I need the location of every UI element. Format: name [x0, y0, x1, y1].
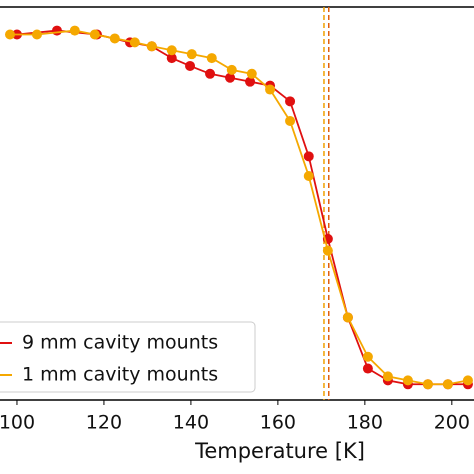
point	[69, 25, 80, 36]
legend-label: 1 mm cavity mounts	[22, 364, 218, 386]
x-tick-label: 100	[0, 412, 35, 434]
point	[89, 29, 100, 40]
point	[462, 375, 473, 386]
point	[402, 375, 413, 386]
point	[225, 72, 236, 83]
point	[342, 312, 353, 323]
point	[285, 96, 296, 107]
point	[109, 33, 120, 44]
point	[146, 41, 157, 52]
x-tick-label: 180	[347, 412, 383, 434]
point	[31, 29, 42, 40]
point	[245, 76, 256, 87]
point	[5, 29, 16, 40]
point	[185, 60, 196, 71]
x-axis-label: Temperature [K]	[194, 439, 365, 463]
point	[362, 363, 373, 374]
point	[206, 53, 217, 64]
legend-box	[0, 321, 256, 393]
point	[205, 68, 216, 79]
point	[166, 45, 177, 56]
point	[422, 379, 433, 390]
point	[303, 151, 314, 162]
point	[186, 49, 197, 60]
legend: 9 mm cavity mounts 1 mm cavity mounts	[0, 321, 256, 393]
point	[303, 170, 314, 181]
point	[246, 68, 257, 79]
x-tick-label: 160	[260, 412, 296, 434]
point	[51, 25, 62, 36]
x-tick-label: 120	[86, 412, 122, 434]
point	[129, 37, 140, 48]
point	[226, 64, 237, 75]
point	[166, 53, 177, 64]
point	[322, 245, 333, 256]
point	[362, 351, 373, 362]
point	[382, 371, 393, 382]
legend-label: 9 mm cavity mounts	[22, 332, 218, 354]
x-tick-label: 200	[434, 412, 470, 434]
point	[265, 84, 276, 95]
x-tick-label: 140	[173, 412, 209, 434]
point	[442, 379, 453, 390]
point	[285, 115, 296, 126]
